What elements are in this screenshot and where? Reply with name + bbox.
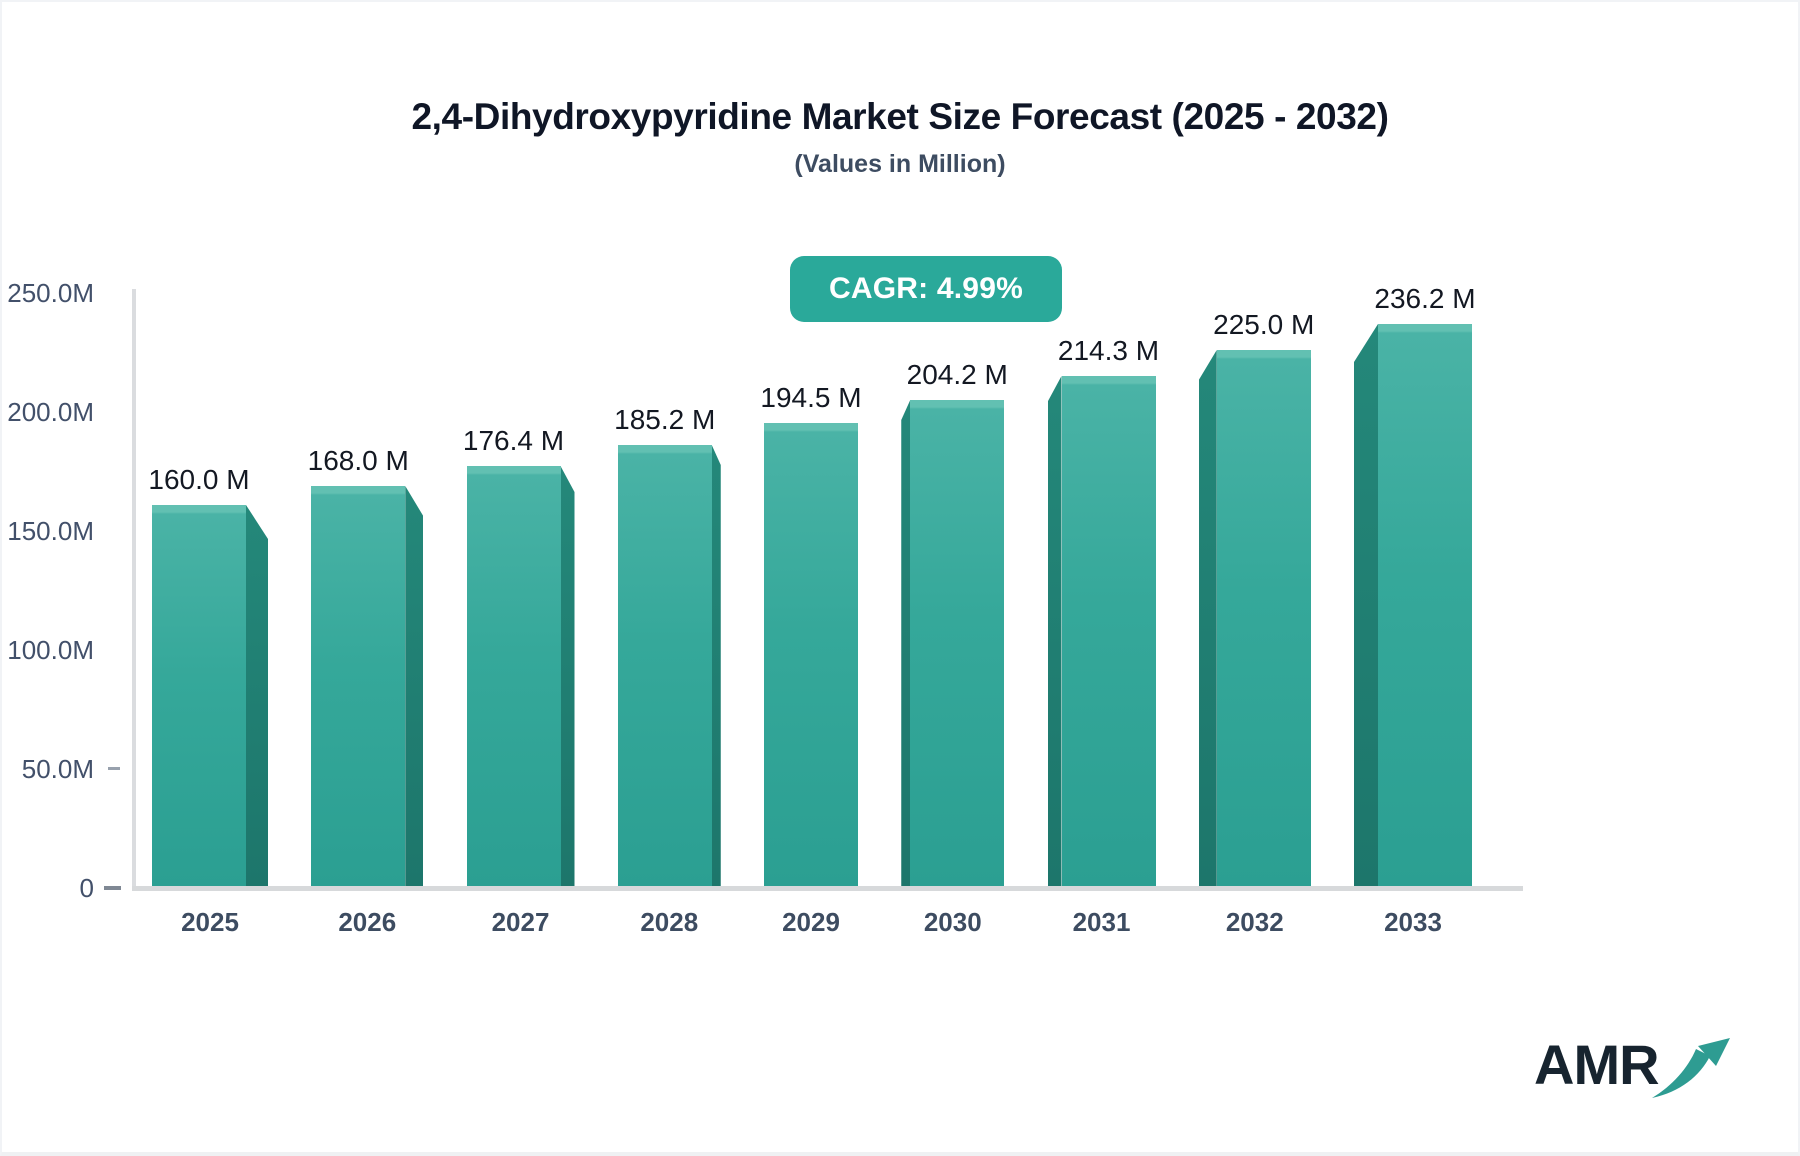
bar-face [1061,376,1156,886]
bar-slot-2031: 214.3 M 2031 [1047,276,1159,937]
bar-slot-2032: 225.0 M 2032 [1198,276,1314,937]
y-axis-tick [104,886,121,890]
y-axis-tick-label: 0 [79,873,94,903]
bar-value-label: 225.0 M [1213,309,1315,340]
amr-logo: AMR [1534,1032,1744,1112]
bar-side-face [405,486,424,886]
bar-2033: 236.2 M [1354,283,1476,886]
amr-logo-text: AMR [1534,1033,1660,1096]
x-axis-label-2026: 2026 [338,907,397,937]
x-axis-label-2033: 2033 [1384,907,1442,937]
bar-value-label: 204.2 M [906,359,1008,390]
bar-2030: 204.2 M [901,359,1008,886]
bar-side-face [711,445,721,886]
y-axis-tick [108,767,120,770]
bar-value-label: 185.2 M [614,404,716,435]
bar-2031: 214.3 M [1047,335,1159,886]
y-axis-tick-label: 150.0M [7,516,94,546]
bar-side-face [560,466,575,886]
bar-side-face [1047,376,1062,886]
bar-slot-2030: 204.2 M 2030 [901,276,1008,937]
cagr-badge: CAGR: 4.99% [790,256,1062,322]
bar-side-face [246,505,268,886]
bar-face [764,423,858,886]
cagr-badge-label: CAGR: 4.99% [829,272,1023,305]
bar-value-label: 168.0 M [307,445,409,476]
bar-2025: 160.0 M [148,464,268,886]
bar-face [152,505,246,886]
bar-value-label: 160.0 M [148,464,250,495]
bars-row: 160.0 M 2025 168.0 M 2026 176.4 M 2027 185.2 M… [148,276,1476,937]
y-axis-tick-label: 50.0M [21,754,94,784]
bar-face [910,400,1005,886]
bar-side-face [1354,324,1378,886]
bar-slot-2025: 160.0 M 2025 [148,276,268,937]
bar-value-label: 194.5 M [760,382,862,413]
bar-face [311,486,406,886]
bar-side-face [1198,350,1217,886]
bar-2029: 194.5 M [760,382,862,886]
bar-2026: 168.0 M [308,445,424,886]
y-axis-tick-label: 250.0M [7,278,94,308]
y-axis-tick-label: 200.0M [7,397,94,427]
bar-face [1216,350,1311,886]
growth-arrow-icon [1652,1038,1730,1098]
x-axis-label-2031: 2031 [1072,907,1131,937]
x-axis-line [132,886,1523,891]
x-axis-label-2027: 2027 [491,907,550,937]
bar-value-label: 176.4 M [462,425,565,456]
y-axis-tick-label: 100.0M [7,635,94,665]
bar-face [466,466,561,886]
bar-face [1378,324,1472,886]
x-axis-label-2032: 2032 [1225,907,1284,937]
bar-2027: 176.4 M [463,425,575,886]
x-axis-label-2028: 2028 [640,907,699,937]
bar-slot-2027: 176.4 M 2027 [463,276,575,937]
y-axis-line [132,289,136,890]
bar-value-label: 214.3 M [1057,335,1160,366]
chart-subtitle: (Values in Million) [794,150,1006,178]
bar-2032: 225.0 M [1198,309,1314,886]
bar-slot-2029: 194.5 M 2029 [760,276,862,937]
x-axis-label-2025: 2025 [181,907,239,937]
x-axis-label-2030: 2030 [923,907,982,937]
bar-slot-2026: 168.0 M 2026 [308,276,424,937]
bar-side-face [901,400,911,886]
bar-slot-2028: 185.2 M 2028 [614,276,721,937]
x-axis-label-2029: 2029 [782,907,840,937]
bar-face [617,445,712,886]
bar-2028: 185.2 M [614,404,721,886]
bar-slot-2033: 236.2 M 2033 [1354,276,1476,937]
chart-title: 2,4-Dihydroxypyridine Market Size Foreca… [411,96,1389,137]
bar-value-label: 236.2 M [1374,283,1476,314]
